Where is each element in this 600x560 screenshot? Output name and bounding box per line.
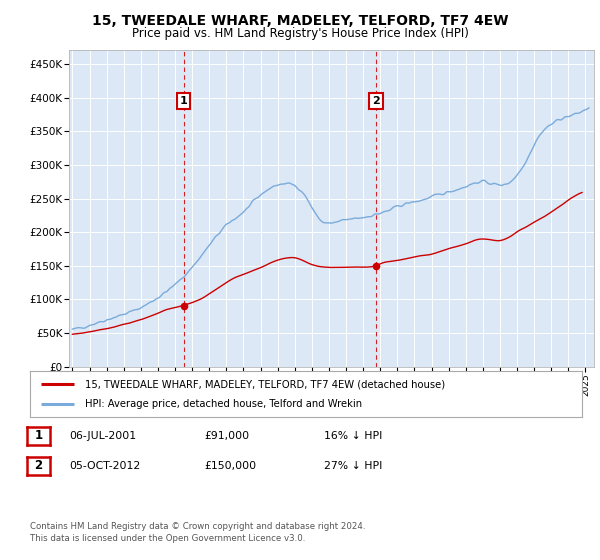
Text: 06-JUL-2001: 06-JUL-2001 <box>69 431 136 441</box>
Text: 27% ↓ HPI: 27% ↓ HPI <box>324 461 382 471</box>
Text: HPI: Average price, detached house, Telford and Wrekin: HPI: Average price, detached house, Telf… <box>85 399 362 409</box>
Text: 16% ↓ HPI: 16% ↓ HPI <box>324 431 382 441</box>
Text: £91,000: £91,000 <box>204 431 249 441</box>
Text: Contains HM Land Registry data © Crown copyright and database right 2024.
This d: Contains HM Land Registry data © Crown c… <box>30 522 365 543</box>
Text: 1: 1 <box>180 96 187 106</box>
Text: 05-OCT-2012: 05-OCT-2012 <box>69 461 140 471</box>
Text: 15, TWEEDALE WHARF, MADELEY, TELFORD, TF7 4EW (detached house): 15, TWEEDALE WHARF, MADELEY, TELFORD, TF… <box>85 379 445 389</box>
Text: £150,000: £150,000 <box>204 461 256 471</box>
Text: Price paid vs. HM Land Registry's House Price Index (HPI): Price paid vs. HM Land Registry's House … <box>131 27 469 40</box>
Text: 1: 1 <box>34 429 43 442</box>
Text: 2: 2 <box>372 96 380 106</box>
Text: 2: 2 <box>34 459 43 473</box>
Text: 15, TWEEDALE WHARF, MADELEY, TELFORD, TF7 4EW: 15, TWEEDALE WHARF, MADELEY, TELFORD, TF… <box>92 14 508 28</box>
